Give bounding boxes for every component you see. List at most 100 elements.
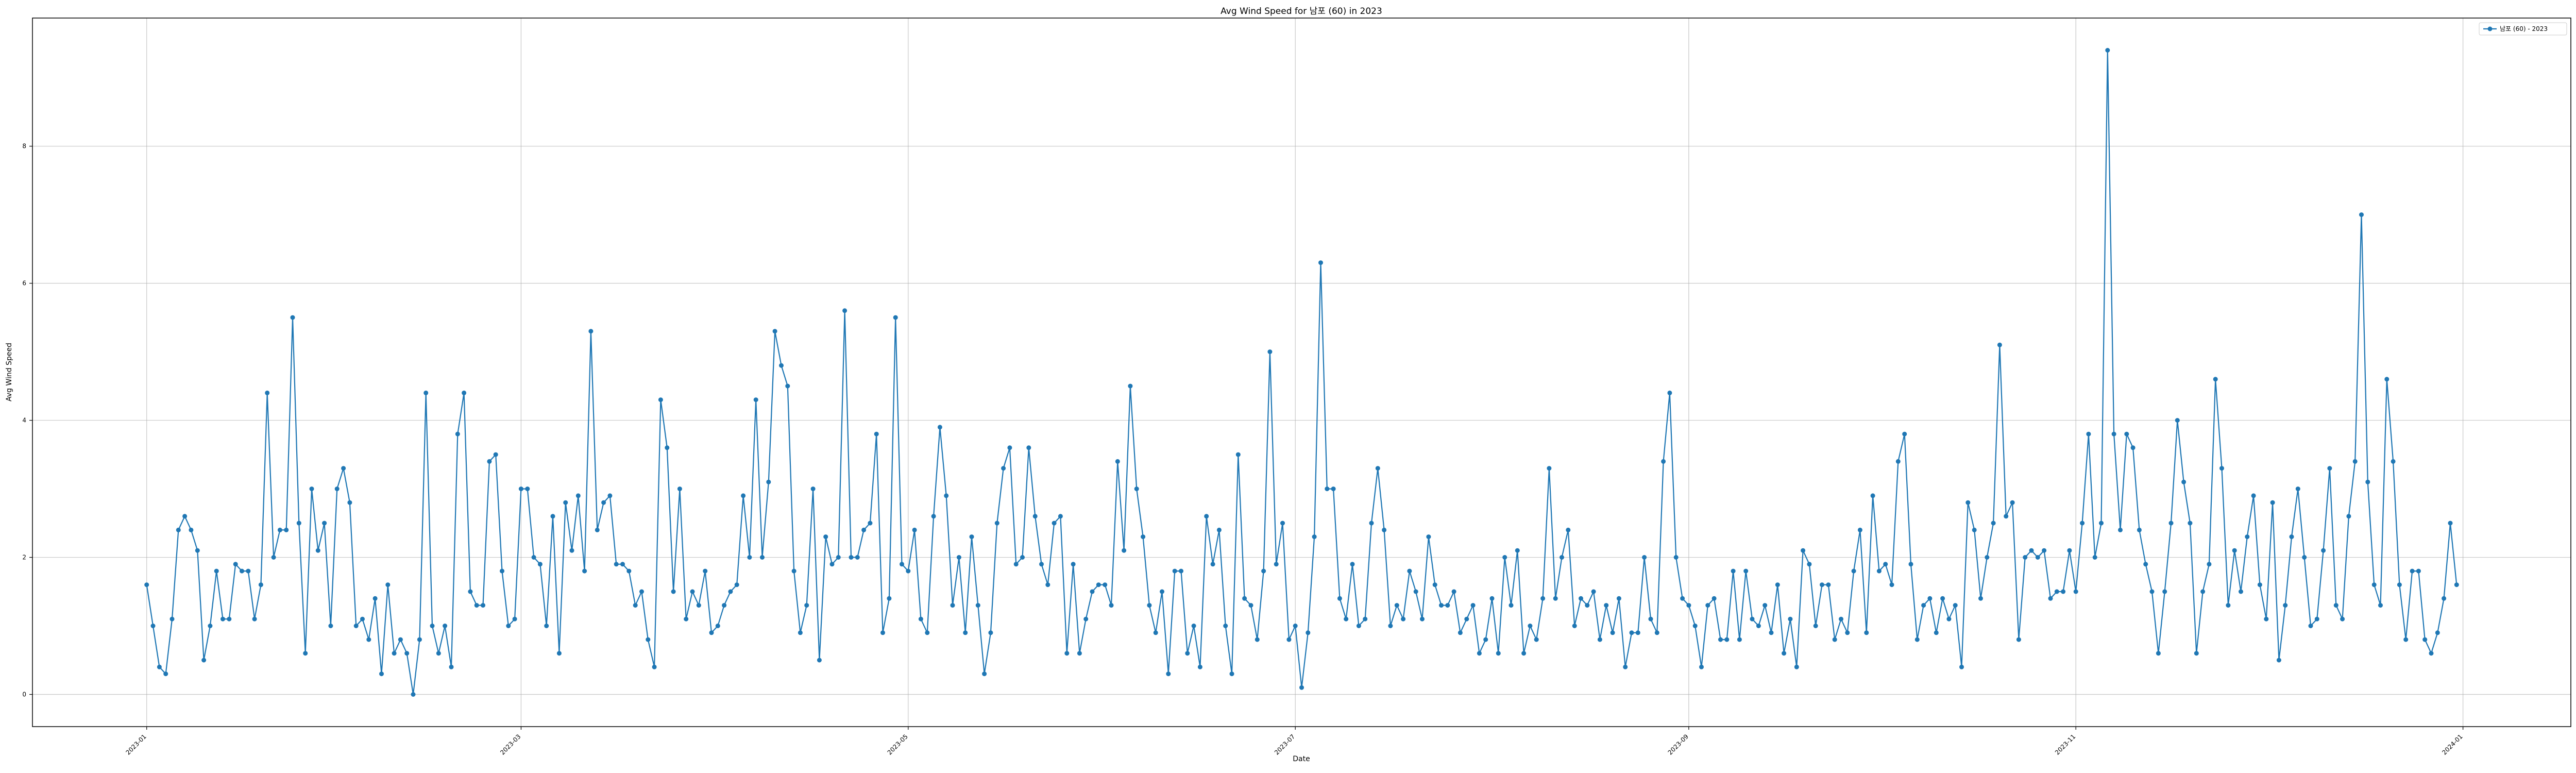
data-point bbox=[988, 630, 993, 635]
data-point bbox=[2219, 466, 2224, 471]
data-point bbox=[1052, 520, 1057, 526]
data-point bbox=[1585, 603, 1590, 608]
data-point bbox=[334, 486, 340, 492]
data-point bbox=[208, 624, 213, 628]
data-point bbox=[677, 486, 682, 492]
data-point bbox=[671, 589, 676, 594]
data-point bbox=[2156, 651, 2161, 656]
y-tick-label: 2 bbox=[22, 554, 26, 561]
data-point bbox=[1420, 616, 1425, 621]
data-point bbox=[1382, 527, 1387, 532]
data-point bbox=[1261, 568, 1266, 574]
data-point bbox=[1927, 596, 1933, 601]
data-point bbox=[2314, 616, 2319, 621]
data-point bbox=[556, 651, 562, 656]
data-point bbox=[1344, 616, 1349, 621]
data-point bbox=[1737, 637, 1742, 642]
data-point bbox=[1007, 445, 1012, 450]
data-point bbox=[2149, 589, 2155, 594]
data-point bbox=[2207, 562, 2212, 567]
data-point bbox=[722, 603, 727, 608]
data-point bbox=[1953, 603, 1958, 608]
data-point bbox=[1832, 637, 1837, 642]
data-point bbox=[1331, 486, 1336, 492]
data-point bbox=[221, 616, 225, 621]
data-point bbox=[1235, 452, 1241, 457]
data-point bbox=[366, 637, 371, 642]
data-point bbox=[861, 527, 867, 532]
legend-marker-icon bbox=[2487, 26, 2493, 31]
data-point bbox=[214, 568, 219, 574]
data-point bbox=[652, 664, 657, 669]
data-point bbox=[1572, 624, 1577, 628]
data-point bbox=[398, 637, 403, 642]
data-point bbox=[1318, 260, 1323, 265]
data-point bbox=[1528, 624, 1533, 628]
data-point bbox=[481, 603, 485, 608]
data-point bbox=[1210, 562, 1215, 567]
data-point bbox=[2023, 555, 2028, 560]
data-point bbox=[1432, 582, 1437, 587]
data-point bbox=[443, 624, 448, 628]
data-point bbox=[1560, 555, 1564, 560]
y-axis-label: Avg Wind Speed bbox=[5, 343, 13, 401]
data-point bbox=[1096, 582, 1101, 587]
data-point bbox=[1134, 486, 1139, 492]
data-point bbox=[1077, 651, 1082, 656]
data-point bbox=[2429, 651, 2434, 656]
data-point bbox=[1724, 637, 1730, 642]
data-point bbox=[595, 527, 600, 532]
data-point bbox=[1515, 548, 1520, 553]
data-point bbox=[690, 589, 695, 594]
data-point bbox=[2410, 568, 2415, 574]
data-point bbox=[842, 308, 848, 313]
data-point bbox=[1439, 603, 1444, 608]
data-point bbox=[2042, 548, 2047, 553]
data-point bbox=[944, 493, 949, 498]
data-point bbox=[1629, 630, 1634, 635]
data-point bbox=[1782, 651, 1787, 656]
data-point bbox=[195, 548, 200, 553]
data-point bbox=[2397, 582, 2402, 587]
data-point bbox=[1839, 616, 1843, 621]
data-point bbox=[372, 596, 378, 601]
data-point bbox=[1375, 466, 1380, 471]
data-point bbox=[2378, 603, 2383, 608]
data-point bbox=[1889, 582, 1894, 587]
data-point bbox=[766, 479, 771, 484]
data-point bbox=[1267, 349, 1273, 355]
data-point bbox=[2276, 658, 2281, 663]
data-point bbox=[227, 616, 232, 621]
data-point bbox=[785, 383, 790, 389]
data-point bbox=[2118, 527, 2123, 532]
data-point bbox=[2416, 568, 2421, 574]
data-point bbox=[2333, 603, 2338, 608]
data-point bbox=[2016, 637, 2021, 642]
data-point bbox=[189, 527, 194, 532]
data-point bbox=[1699, 664, 1704, 669]
data-point bbox=[150, 624, 156, 628]
data-point bbox=[1470, 603, 1476, 608]
data-point bbox=[2213, 377, 2218, 382]
data-point bbox=[1521, 651, 1527, 656]
data-point bbox=[1026, 445, 1031, 450]
data-point bbox=[303, 651, 308, 656]
data-point bbox=[1280, 520, 1285, 526]
data-point bbox=[2359, 212, 2364, 217]
data-point bbox=[709, 630, 714, 635]
data-point bbox=[1103, 582, 1108, 587]
data-point bbox=[1045, 582, 1050, 587]
data-point bbox=[614, 562, 619, 567]
data-point bbox=[252, 616, 257, 621]
data-point bbox=[1985, 555, 1990, 560]
data-point bbox=[2162, 589, 2167, 594]
data-point bbox=[1172, 568, 1177, 574]
data-point bbox=[2048, 596, 2053, 601]
data-point bbox=[2239, 589, 2243, 594]
data-point bbox=[1058, 514, 1063, 519]
data-point bbox=[874, 431, 879, 436]
data-point bbox=[918, 616, 923, 621]
data-point bbox=[588, 329, 594, 334]
data-point bbox=[1820, 582, 1824, 587]
y-tick-label: 4 bbox=[22, 417, 26, 424]
